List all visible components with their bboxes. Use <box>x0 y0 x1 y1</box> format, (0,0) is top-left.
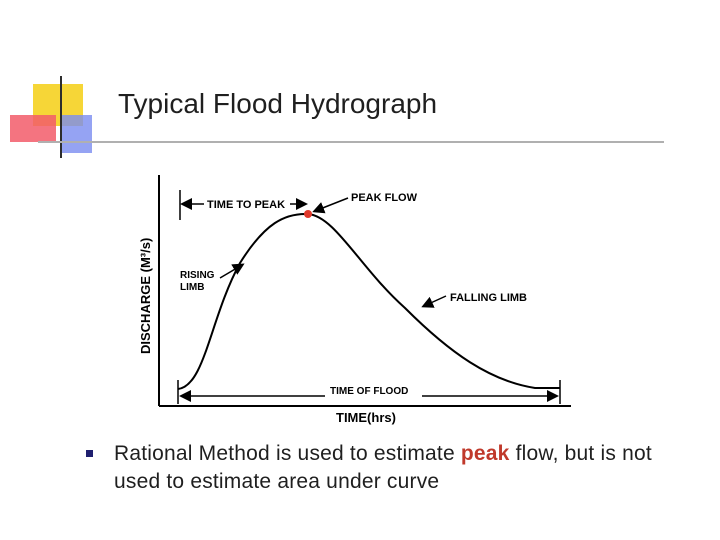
time-to-peak-label: TIME TO PEAK <box>207 199 285 211</box>
peak-flow-arrow <box>312 197 349 214</box>
bullet-text: Rational Method is used to estimate peak… <box>114 440 696 496</box>
logo-blue-square <box>60 115 92 153</box>
logo-vertical-line <box>60 76 62 158</box>
hydrograph-curve <box>177 212 560 390</box>
hydrograph-diagram: TIME TO PEAK PEAK FLOW RISING LIMB FALLI… <box>138 175 571 425</box>
corner-logo <box>0 0 110 170</box>
bullet-text-after: flow, but is not used to estimate area u… <box>114 442 652 493</box>
bullet-marker <box>86 450 93 457</box>
bullet-keyword: peak <box>460 442 510 465</box>
falling-limb-arrow <box>421 295 447 308</box>
logo-red-square <box>10 115 56 142</box>
peak-flow-label: PEAK FLOW <box>351 192 418 204</box>
title-divider <box>38 141 664 143</box>
time-of-flood-label: TIME OF FLOOD <box>330 386 408 397</box>
rising-limb-arrow <box>219 263 245 279</box>
y-axis-label: DISCHARGE (M³/s) <box>138 238 153 354</box>
falling-limb-label: FALLING LIMB <box>450 292 527 304</box>
slide-title: Typical Flood Hydrograph <box>118 88 438 119</box>
peak-marker <box>304 210 312 218</box>
bullet-text-before: Rational Method is used to estimate <box>114 442 461 465</box>
x-axis-label: TIME(hrs) <box>336 410 396 425</box>
rising-limb-label-line1: RISING <box>180 270 215 281</box>
rising-limb-label-line2: LIMB <box>180 282 204 293</box>
